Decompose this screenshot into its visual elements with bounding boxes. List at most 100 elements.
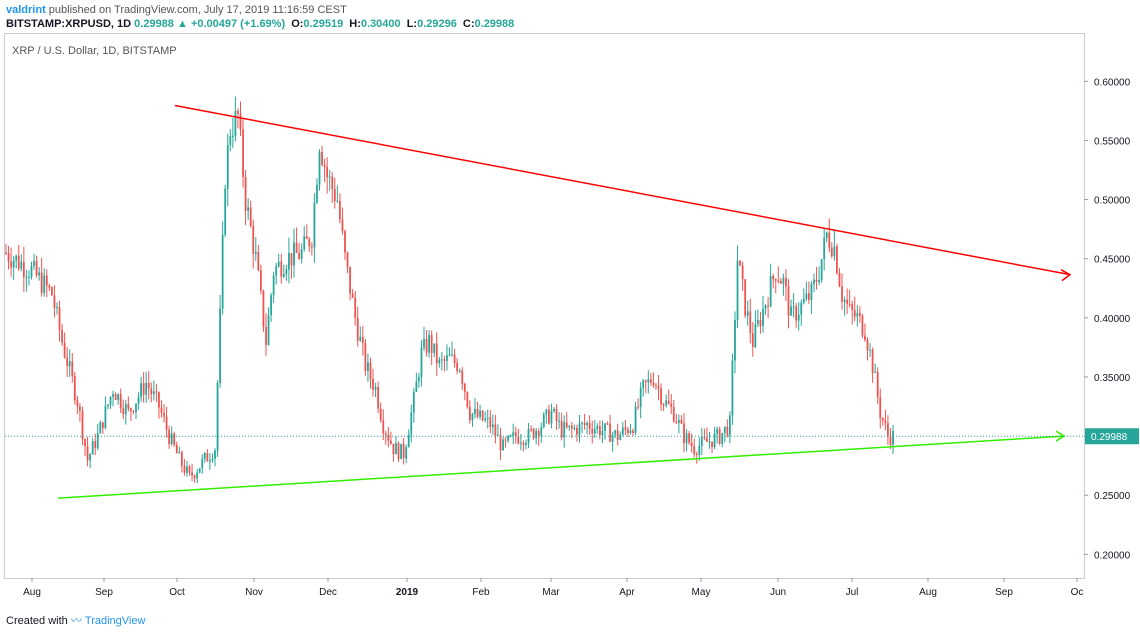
candle-body [30, 266, 33, 277]
candle-body [214, 450, 216, 459]
candle-body [186, 466, 188, 473]
candle-body [124, 403, 127, 415]
candle-body [810, 284, 813, 301]
candle-body [308, 238, 311, 247]
y-tick-label: 0.20000 [1094, 550, 1131, 561]
candle-body [137, 396, 140, 404]
candle-body [249, 207, 252, 227]
candle-body [871, 349, 874, 373]
candle-body [443, 359, 446, 361]
candle-body [670, 403, 673, 408]
candle-body [382, 420, 385, 434]
candle-body [364, 343, 367, 371]
candle-body [639, 388, 642, 407]
candle-body [494, 424, 497, 436]
candle-body [420, 347, 423, 377]
candle-body [344, 231, 346, 253]
candle-body [466, 392, 469, 407]
candle-body [336, 200, 339, 202]
candle-body [402, 443, 405, 459]
candle-body [384, 433, 387, 435]
candle-body [502, 439, 504, 451]
candle-body [405, 447, 408, 459]
candle-body [606, 423, 609, 425]
candle-body [655, 385, 657, 387]
candle-body [127, 403, 130, 409]
candle-body [354, 297, 357, 318]
candle-body [387, 434, 390, 441]
candle-body [328, 176, 331, 178]
candle-body [451, 354, 453, 356]
candle-body [548, 409, 550, 424]
candle-body [298, 252, 301, 259]
author-name[interactable]: valdrint [6, 4, 46, 16]
candle-body [706, 437, 708, 442]
candle-body [846, 299, 849, 304]
tradingview-brand[interactable]: TradingView [84, 615, 146, 627]
symbol-interval: BITSTAMP:XRPUSD, 1D [6, 18, 132, 30]
candle-body [10, 261, 12, 268]
candle-body [825, 232, 828, 238]
candle-body [338, 200, 341, 220]
candle-body [50, 287, 53, 296]
candle-body [188, 466, 191, 473]
x-tick-label: Sep [995, 587, 1013, 598]
y-tick-label: 0.55000 [1094, 136, 1131, 147]
candle-body [438, 359, 441, 364]
candle-body [265, 326, 267, 345]
candle-body [848, 303, 851, 305]
candle-body [830, 247, 833, 257]
chart-frame[interactable] [4, 33, 1085, 579]
candle-body [815, 279, 818, 282]
candle-body [425, 339, 428, 353]
candle-body [553, 409, 555, 411]
candle-body [170, 433, 173, 445]
candle-body [173, 433, 176, 445]
candle-body [535, 430, 538, 439]
candle-body [558, 420, 561, 422]
candle-body [117, 394, 120, 400]
candle-body [237, 111, 239, 114]
open-value: 0.29519 [303, 18, 344, 30]
candle-body [66, 357, 69, 367]
candle-body [647, 379, 650, 383]
candle-body [693, 446, 696, 455]
candle-body [468, 406, 471, 421]
x-tick-label: Dec [319, 587, 337, 598]
candle-body [150, 388, 153, 395]
candle-body [58, 307, 61, 330]
candle-body [629, 430, 632, 434]
candle-body [619, 434, 622, 440]
candle-body [35, 260, 38, 276]
candle-body [734, 319, 736, 361]
candle-body [333, 188, 336, 201]
candle-body [415, 381, 418, 392]
candle-body [736, 260, 739, 320]
candle-body [282, 274, 285, 277]
candle-body [63, 342, 66, 358]
x-tick-label: Oc [1071, 587, 1084, 598]
candle-body [379, 408, 382, 421]
x-tick-label: Aug [23, 587, 41, 598]
candle-body [206, 453, 209, 462]
candle-body [609, 423, 611, 442]
x-tick-label: Feb [472, 587, 490, 598]
candle-body [430, 334, 433, 353]
candle-body [662, 404, 665, 406]
candle-body [680, 419, 683, 424]
candle-body [76, 400, 79, 407]
candle-body [820, 259, 823, 281]
candle-body [435, 343, 438, 364]
resistance-arrow-icon [1060, 269, 1072, 282]
candle-body [772, 276, 775, 280]
candle-body [219, 308, 222, 384]
candle-body [634, 406, 637, 433]
candle-body [107, 404, 109, 407]
candle-body [163, 412, 165, 417]
candle-body [530, 428, 532, 430]
candle-body [741, 265, 744, 280]
candle-body [573, 427, 576, 429]
candle-body [209, 460, 211, 462]
candle-body [802, 299, 805, 303]
